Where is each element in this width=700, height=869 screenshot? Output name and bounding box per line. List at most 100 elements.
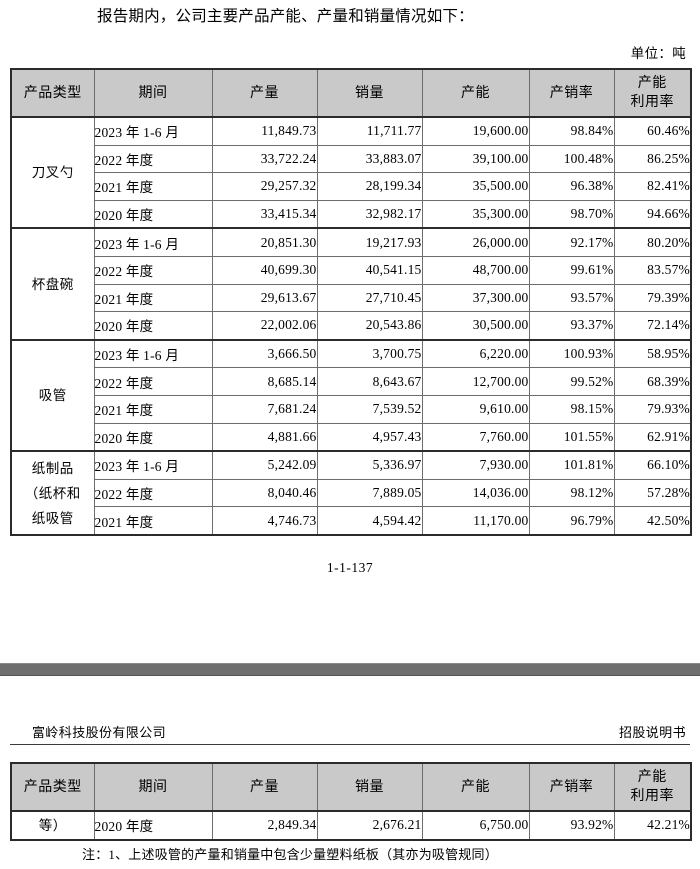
cell-output: 8,040.46: [211, 478, 318, 508]
column-header-capacity: 产能: [421, 68, 530, 118]
document-page-two: 富岭科技股份有限公司 招股说明书 产品类型 期间 产量 销量 产能 产销率 产能…: [0, 674, 700, 863]
column-header-utilization-line1: 产能: [637, 76, 667, 91]
cell-period: 2020 年度: [93, 422, 213, 452]
table-row: 2020 年度 22,002.06 20,543.86 30,500.00 93…: [11, 311, 692, 341]
cell-period: 2021 年度: [93, 172, 213, 201]
column-header-capacity: 产能: [421, 762, 530, 812]
cell-product-type: 吸管: [10, 338, 95, 452]
cell-capacity: 6,750.00: [421, 810, 530, 841]
table-header-row: 产品类型 期间 产量 销量 产能 产销率 产能 利用率: [10, 68, 692, 118]
cell-period: 2023 年 1-6 月: [93, 227, 213, 257]
cell-output: 2,849.34: [211, 810, 318, 841]
cell-utilization: 42.50%: [613, 506, 692, 536]
cell-capacity: 19,600.00: [421, 115, 530, 146]
cell-sales: 3,700.75: [316, 338, 423, 369]
cell-utilization: 80.20%: [613, 227, 692, 257]
cell-period: 2023 年 1-6 月: [93, 338, 213, 369]
column-header-sales: 销量: [316, 762, 423, 812]
cell-utilization: 57.28%: [613, 478, 692, 508]
table-row: 吸管 2023 年 1-6 月 3,666.50 3,700.75 6,220.…: [10, 338, 692, 452]
cell-sales: 20,543.86: [316, 311, 423, 341]
cell-sales: 33,883.07: [316, 144, 423, 174]
cell-sales-ratio: 93.92%: [528, 810, 615, 841]
cell-sales: 8,643.67: [316, 367, 423, 396]
column-header-utilization: 产能 利用率: [613, 68, 692, 118]
cell-utilization: 83.57%: [613, 255, 692, 285]
cell-capacity: 30,500.00: [421, 311, 530, 341]
cell-sales-ratio: 98.12%: [528, 478, 615, 508]
cell-period: 2021 年度: [93, 506, 213, 536]
cell-capacity: 26,000.00: [421, 227, 530, 257]
table-row: 2021 年度 29,257.32 28,199.34 35,500.00 96…: [11, 172, 692, 201]
page-separator: [0, 663, 700, 676]
cell-period: 2023 年 1-6 月: [93, 115, 213, 146]
document-running-header: 富岭科技股份有限公司 招股说明书: [10, 722, 690, 745]
cell-capacity: 39,100.00: [421, 144, 530, 174]
column-header-output: 产量: [211, 762, 318, 812]
column-header-period: 期间: [93, 762, 213, 812]
cell-output: 40,699.30: [211, 255, 318, 285]
cell-capacity: 7,760.00: [421, 422, 530, 452]
cell-capacity: 35,500.00: [421, 172, 530, 201]
cell-output: 8,685.14: [211, 367, 318, 396]
cell-output: 4,881.66: [211, 422, 318, 452]
cell-sales: 2,676.21: [316, 810, 423, 841]
cell-period: 2022 年度: [93, 144, 213, 174]
cell-product-type: 纸制品 （纸杯和 纸吸管: [10, 450, 95, 536]
cell-utilization: 58.95%: [613, 338, 692, 369]
cell-utilization: 86.25%: [613, 144, 692, 174]
column-header-sales: 销量: [316, 68, 423, 118]
cell-capacity: 12,700.00: [421, 367, 530, 396]
cell-utilization: 82.41%: [613, 172, 692, 201]
table-row: 2022 年度 40,699.30 40,541.15 48,700.00 99…: [11, 255, 692, 285]
table-row: 2021 年度 7,681.24 7,539.52 9,610.00 98.15…: [11, 394, 692, 424]
cell-sales-ratio: 101.55%: [528, 422, 615, 452]
cell-sales: 4,594.42: [316, 506, 423, 536]
column-header-utilization-line1: 产能: [637, 770, 667, 785]
cell-period: 2022 年度: [93, 478, 213, 508]
column-header-period: 期间: [93, 68, 213, 118]
column-header-product-type: 产品类型: [10, 762, 95, 812]
cell-capacity: 37,300.00: [421, 283, 530, 313]
column-header-sales-ratio: 产销率: [528, 762, 615, 812]
cell-period: 2020 年度: [93, 311, 213, 341]
table-header-row: 产品类型 期间 产量 销量 产能 产销率 产能 利用率: [10, 762, 692, 812]
cell-output: 3,666.50: [211, 338, 318, 369]
cell-output: 29,613.67: [211, 283, 318, 313]
cell-product-type: 刀叉勺: [10, 115, 95, 229]
cell-sales-ratio: 98.70%: [528, 199, 615, 229]
cell-utilization: 79.39%: [613, 283, 692, 313]
cell-product-type: 杯盘碗: [10, 227, 95, 341]
cell-output: 5,242.09: [211, 450, 318, 480]
cell-sales: 11,711.77: [316, 115, 423, 146]
column-header-sales-ratio: 产销率: [528, 68, 615, 118]
cell-utilization: 68.39%: [613, 367, 692, 396]
cell-sales-ratio: 96.79%: [528, 506, 615, 536]
cell-output: 20,851.30: [211, 227, 318, 257]
table-row: 2021 年度 4,746.73 4,594.42 11,170.00 96.7…: [11, 506, 692, 536]
table-body: 刀叉勺 2023 年 1-6 月 11,849.73 11,711.77 19,…: [10, 115, 692, 536]
cell-output: 29,257.32: [211, 172, 318, 201]
cell-utilization: 66.10%: [613, 450, 692, 480]
cell-output: 33,722.24: [211, 144, 318, 174]
cell-sales-ratio: 100.48%: [528, 144, 615, 174]
unit-label: 单位：吨: [630, 46, 686, 61]
cell-sales-ratio: 100.93%: [528, 338, 615, 369]
cell-capacity: 7,930.00: [421, 450, 530, 480]
cell-sales: 4,957.43: [316, 422, 423, 452]
cell-sales: 28,199.34: [316, 172, 423, 201]
cell-sales: 7,889.05: [316, 478, 423, 508]
cell-sales: 7,539.52: [316, 394, 423, 424]
table-row: 2020 年度 4,881.66 4,957.43 7,760.00 101.5…: [11, 422, 692, 452]
production-capacity-table-continued: 产品类型 期间 产量 销量 产能 产销率 产能 利用率 等） 2020 年度 2…: [10, 762, 692, 841]
cell-output: 4,746.73: [211, 506, 318, 536]
column-header-product-type: 产品类型: [10, 68, 95, 118]
table-row: 2021 年度 29,613.67 27,710.45 37,300.00 93…: [11, 283, 692, 313]
table-row: 2020 年度 33,415.34 32,982.17 35,300.00 98…: [11, 199, 692, 229]
table-row: 2022 年度 8,040.46 7,889.05 14,036.00 98.1…: [11, 478, 692, 508]
production-capacity-table: 产品类型 期间 产量 销量 产能 产销率 产能 利用率 刀叉勺 2023 年 1…: [10, 68, 692, 536]
cell-product-type-line1: 纸制品: [31, 460, 74, 476]
cell-sales: 5,336.97: [316, 450, 423, 480]
cell-utilization: 62.91%: [613, 422, 692, 452]
cell-capacity: 6,220.00: [421, 338, 530, 369]
